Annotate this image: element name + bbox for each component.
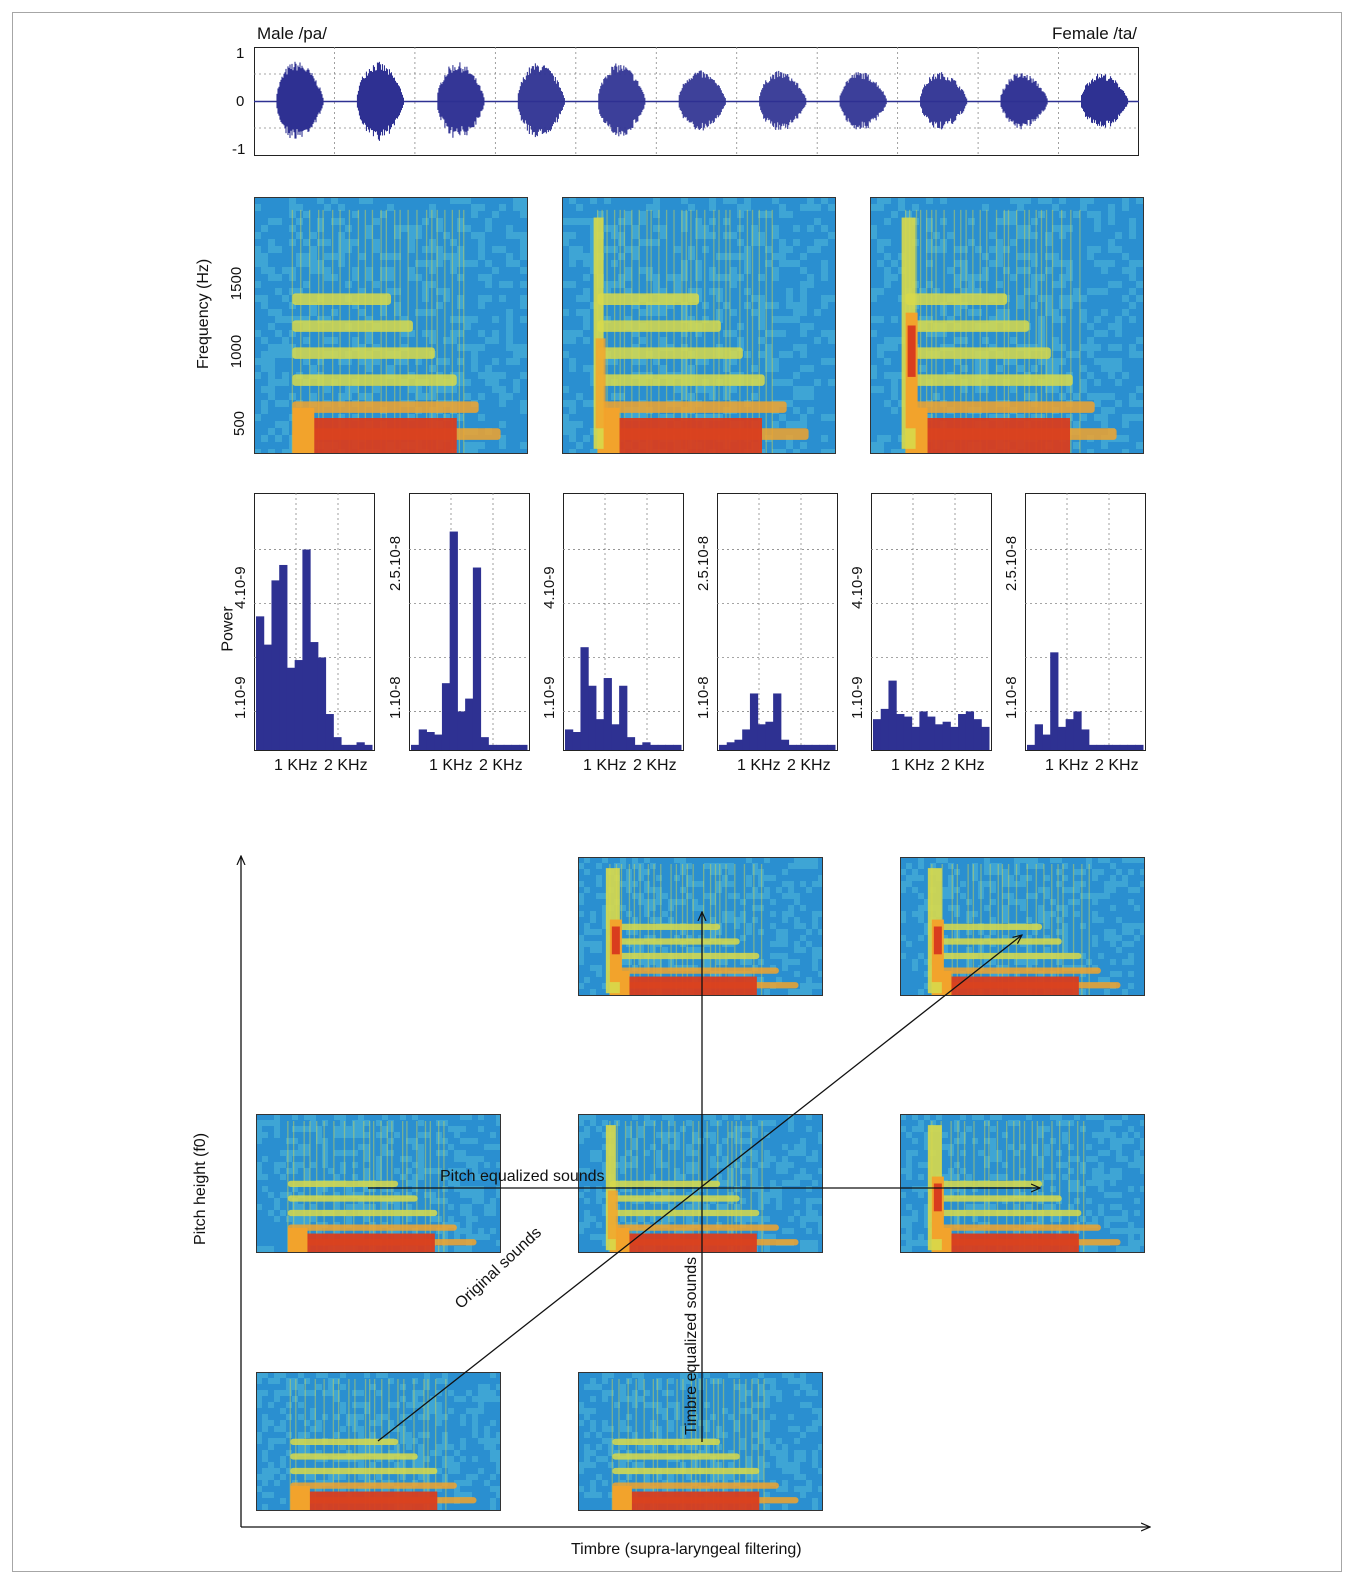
- schematic-spec-top-right: [900, 857, 1145, 996]
- schematic-spec-bottom-left: [256, 1372, 501, 1511]
- pitch-equalized-label: Pitch equalized sounds: [440, 1168, 605, 1186]
- schematic-spec-mid-right: [900, 1114, 1145, 1253]
- timbre-equalized-label: Timbre equalized sounds: [683, 1257, 701, 1435]
- pitch-height-axis-label: Pitch height (f0): [192, 1133, 210, 1245]
- timbre-axis-label: Timbre (supra-laryngeal filtering): [571, 1541, 802, 1559]
- schematic-spec-top-middle: [578, 857, 823, 996]
- schematic-spec-mid-middle: [578, 1114, 823, 1253]
